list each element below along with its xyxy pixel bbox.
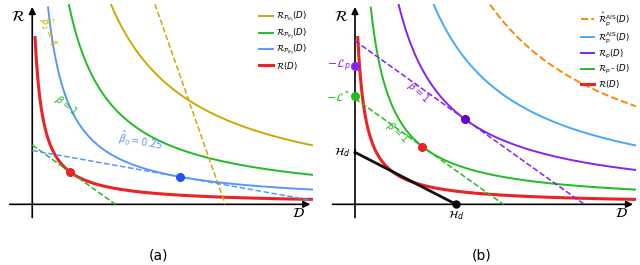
Text: (b): (b) [472,249,492,263]
Text: $\hat{\beta}_0=0.25$: $\hat{\beta}_0=0.25$ [116,129,164,154]
Text: $\mathcal{H}_d$: $\mathcal{H}_d$ [335,146,351,159]
Text: $\hat{\beta}=1$: $\hat{\beta}=1$ [51,89,82,119]
Text: $\mathcal{R}$: $\mathcal{R}$ [333,10,348,24]
Text: $\beta=1$: $\beta=1$ [404,79,433,106]
Legend: $\mathcal{R}_{\mathcal{P}_{\theta_1}}(D)$, $\mathcal{R}_{\mathcal{P}_{\theta_2}}: $\mathcal{R}_{\mathcal{P}_{\theta_1}}(D)… [257,8,308,73]
Text: (a): (a) [149,249,168,263]
Text: $\mathcal{D}$: $\mathcal{D}$ [614,206,627,220]
Text: $-\mathcal{L}_p$: $-\mathcal{L}_p$ [327,58,351,74]
Text: $\mathcal{D}$: $\mathcal{D}$ [292,206,305,220]
Text: $\hat{\beta}_2=4$: $\hat{\beta}_2=4$ [36,15,63,49]
Text: $\beta=1$: $\beta=1$ [383,119,412,146]
Text: $\mathcal{R}$: $\mathcal{R}$ [11,10,25,24]
Legend: $\hat{\mathcal{R}}_p^{\mathrm{AIS}}(D)$, $\mathcal{R}_p^{\mathrm{AIS}}(D)$, $\ma: $\hat{\mathcal{R}}_p^{\mathrm{AIS}}(D)$,… [579,8,632,92]
Text: $-\mathcal{L}^*$: $-\mathcal{L}^*$ [326,88,351,105]
Text: $\mathcal{H}_d$: $\mathcal{H}_d$ [448,209,464,222]
